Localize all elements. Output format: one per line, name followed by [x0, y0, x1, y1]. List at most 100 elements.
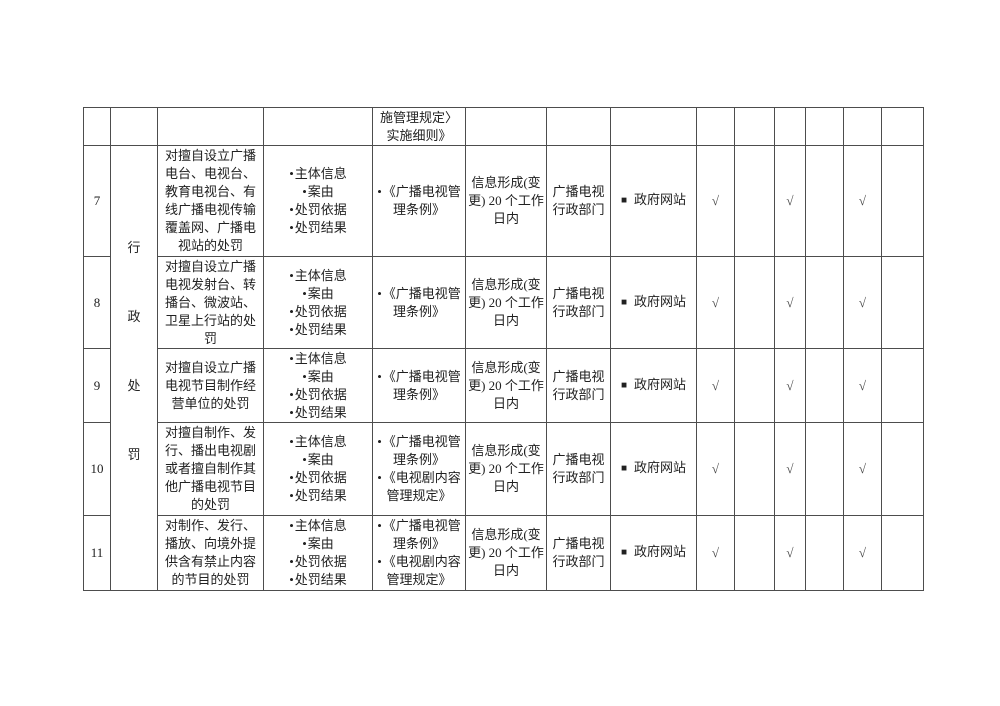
- list-item: •案由: [266, 368, 370, 386]
- description-cell: 对擅自设立广播电视发射台、转播台、微波站、卫星上行站的处罚: [157, 256, 264, 349]
- table-row: 8 对擅自设立广播电视发射台、转播台、微波站、卫星上行站的处罚 •主体信息 •案…: [83, 256, 924, 349]
- list-item: •处罚结果: [266, 571, 370, 589]
- channel-cell: ■ 政府网站: [610, 422, 697, 516]
- category-cell-empty: [110, 107, 158, 146]
- bullet-icon: •: [302, 184, 307, 199]
- department-cell: [546, 107, 611, 146]
- list-item: •《广播电视管理条例》: [375, 285, 463, 321]
- bullet-icon: •: [302, 536, 307, 551]
- check-cell: √: [696, 515, 735, 591]
- check-cell: [881, 515, 924, 591]
- list-item: •处罚结果: [266, 487, 370, 505]
- description-cell: 对擅自设立广播电视节目制作经营单位的处罚: [157, 348, 264, 423]
- info-items-cell: •主体信息 •案由 •处罚依据 •处罚结果: [263, 422, 373, 516]
- bullet-icon: •: [289, 166, 294, 181]
- check-cell: [805, 422, 844, 516]
- continuation-row: 施管理规定〉实施细则》: [83, 107, 924, 146]
- bullet-icon: •: [289, 350, 294, 366]
- legal-basis-cell: 施管理规定〉实施细则》: [372, 107, 466, 146]
- info-item-label: 案由: [307, 184, 334, 199]
- time-limit-cell: 信息形成(变更) 20 个工作日内: [465, 422, 547, 516]
- list-item: •案由: [266, 183, 370, 201]
- list-item: •处罚结果: [266, 321, 370, 339]
- channel-label: 政府网站: [634, 544, 687, 559]
- info-item-label: 案由: [307, 536, 334, 551]
- check-cell: [805, 515, 844, 591]
- list-item: •主体信息: [266, 517, 370, 535]
- legal-basis-cell: •《广播电视管理条例》: [372, 256, 466, 349]
- row-number-cell: 10: [83, 422, 111, 516]
- legal-basis-label: 《广播电视管理条例》: [382, 285, 461, 319]
- filled-square-icon: ■: [620, 547, 628, 558]
- check-cell: [734, 515, 775, 591]
- check-cell: √: [843, 256, 882, 349]
- info-item-label: 主体信息: [294, 166, 347, 181]
- info-item-label: 主体信息: [294, 267, 347, 283]
- bullet-icon: •: [289, 554, 294, 569]
- bullet-icon: •: [289, 202, 294, 217]
- bullet-icon: •: [377, 554, 382, 569]
- check-cell: √: [696, 145, 735, 257]
- bullet-icon: •: [377, 518, 382, 533]
- channel-label: 政府网站: [634, 460, 687, 475]
- list-item: •《广播电视管理条例》: [375, 517, 463, 553]
- check-cell: √: [774, 256, 806, 349]
- list-item: •主体信息: [266, 165, 370, 183]
- category-char: 政: [127, 308, 141, 324]
- check-cell: [734, 422, 775, 516]
- bullet-icon: •: [302, 285, 307, 301]
- check-cell: √: [843, 422, 882, 516]
- check-cell: [881, 422, 924, 516]
- info-item-label: 主体信息: [294, 434, 347, 449]
- info-item-label: 处罚依据: [294, 554, 347, 569]
- list-item: •主体信息: [266, 433, 370, 451]
- legal-basis-label: 《广播电视管理条例》: [382, 518, 461, 551]
- bullet-icon: •: [377, 368, 382, 384]
- list-item: •案由: [266, 285, 370, 303]
- check-cell: √: [696, 348, 735, 423]
- legal-basis-cell: •《广播电视管理条例》: [372, 348, 466, 423]
- info-items-cell: •主体信息 •案由 •处罚依据 •处罚结果: [263, 145, 373, 257]
- info-item-label: 处罚依据: [294, 386, 347, 402]
- info-items-cell: [263, 107, 373, 146]
- table-row: 10 对擅自制作、发行、播出电视剧或者擅自制作其他广播电视节目的处罚 •主体信息…: [83, 422, 924, 516]
- legal-basis-cell: •《广播电视管理条例》 •《电视剧内容管理规定》: [372, 515, 466, 591]
- check-cell: [805, 348, 844, 423]
- check-cell: [881, 145, 924, 257]
- info-items-cell: •主体信息 •案由 •处罚依据 •处罚结果: [263, 256, 373, 349]
- bullet-icon: •: [289, 303, 294, 319]
- bullet-icon: •: [289, 434, 294, 449]
- legal-basis-label: 《电视剧内容管理规定》: [382, 554, 461, 587]
- bullet-icon: •: [289, 267, 294, 283]
- legal-basis-cell: •《广播电视管理条例》: [372, 145, 466, 257]
- bullet-icon: •: [302, 452, 307, 467]
- category-vertical-label: 行 政 处 罚: [113, 239, 155, 464]
- check-cell: [774, 107, 806, 146]
- channel-label: 政府网站: [634, 293, 687, 309]
- check-cell: [881, 107, 924, 146]
- list-item: •《广播电视管理条例》: [375, 183, 463, 219]
- legal-basis-label: 《电视剧内容管理规定》: [382, 470, 461, 503]
- check-cell: [734, 145, 775, 257]
- list-item: •案由: [266, 451, 370, 469]
- check-cell: √: [843, 515, 882, 591]
- check-cell: √: [774, 515, 806, 591]
- info-item-label: 处罚结果: [294, 220, 347, 235]
- check-cell: [843, 107, 882, 146]
- list-item: •主体信息: [266, 267, 370, 285]
- category-cell: 行 政 处 罚: [110, 145, 158, 591]
- list-item: •《电视剧内容管理规定》: [375, 469, 463, 505]
- check-cell: [734, 256, 775, 349]
- check-cell: [805, 107, 844, 146]
- info-items-cell: •主体信息 •案由 •处罚依据 •处罚结果: [263, 515, 373, 591]
- legal-basis-label: 《广播电视管理条例》: [382, 184, 461, 217]
- info-item-label: 处罚依据: [294, 202, 347, 217]
- bullet-icon: •: [289, 488, 294, 503]
- bullet-icon: •: [289, 386, 294, 402]
- filled-square-icon: ■: [620, 379, 628, 391]
- description-cell: 对制作、发行、播放、向境外提供含有禁止内容的节目的处罚: [157, 515, 264, 591]
- info-item-label: 处罚结果: [294, 488, 347, 503]
- check-cell: [734, 348, 775, 423]
- description-cell: 对擅自设立广播电台、电视台、教育电视台、有线广播电视传输覆盖网、广播电视站的处罚: [157, 145, 264, 257]
